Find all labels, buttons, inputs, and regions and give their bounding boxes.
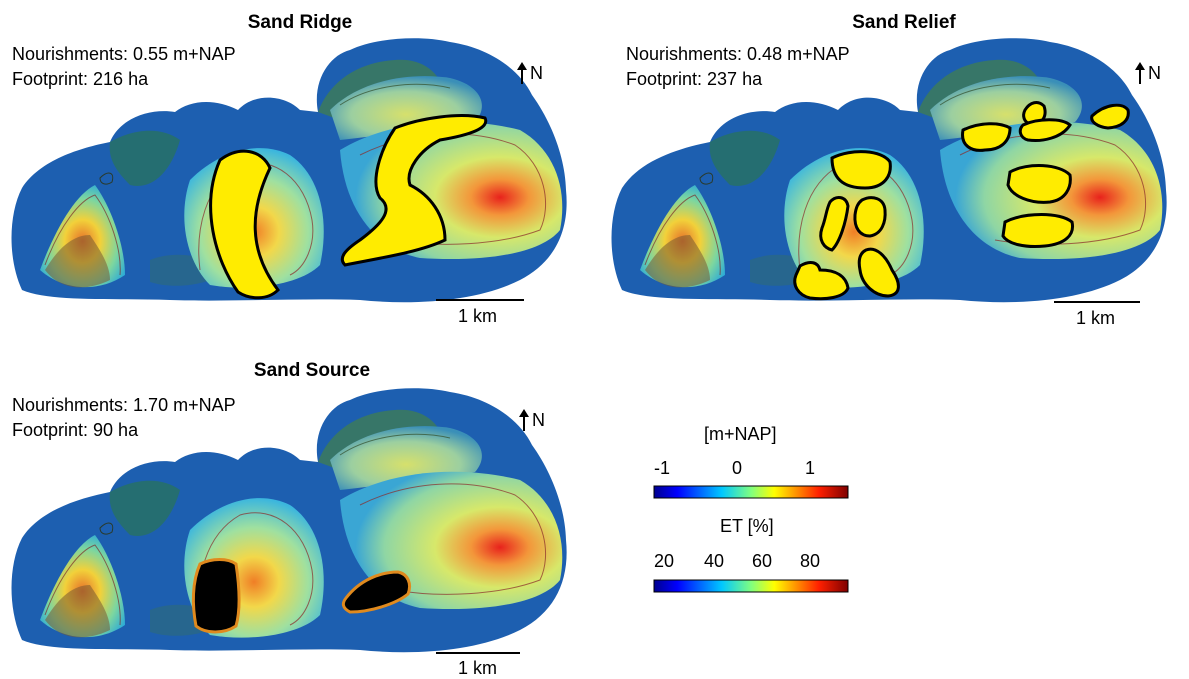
panel-sand-ridge: Sand Ridge Nourishments: 0.55 m+NAP Foot… xyxy=(0,0,590,335)
nourishment-info: Nourishments: 0.55 m+NAP Footprint: 216 … xyxy=(12,42,236,92)
nourishment-patch xyxy=(961,122,1012,152)
footprint-area: Footprint: 237 ha xyxy=(626,69,763,89)
footprint-area: Footprint: 90 ha xyxy=(12,420,139,440)
north-label: N xyxy=(1148,63,1161,83)
scale-label: 1 km xyxy=(458,658,498,678)
et-colorbar xyxy=(653,579,849,593)
elevation-colorbar xyxy=(653,485,849,499)
scale-label: 1 km xyxy=(1076,308,1116,328)
footprint-area: Footprint: 216 ha xyxy=(12,69,149,89)
nourishment-source-east xyxy=(341,570,412,614)
et-tick: 20 xyxy=(654,551,675,571)
elevation-colorbar-title: [m+NAP] xyxy=(704,424,777,444)
north-arrow-icon xyxy=(519,409,529,431)
nourishment-patch xyxy=(1090,103,1130,130)
panel-title: Sand Source xyxy=(253,360,371,381)
panel-sand-relief: Sand Relief Nourishments: 0.48 m+NAP Foo… xyxy=(611,0,1189,335)
north-arrow-icon xyxy=(1135,62,1145,84)
panel-title: Sand Relief xyxy=(852,12,956,33)
nourishment-ridge-east xyxy=(340,114,488,267)
nourishment-info: Nourishments: 1.70 m+NAP Footprint: 90 h… xyxy=(12,393,236,443)
north-arrow-icon xyxy=(517,62,527,84)
nourishment-patch xyxy=(1001,213,1075,248)
north-label: N xyxy=(530,63,543,83)
nourishment-patch xyxy=(819,196,850,252)
north-label: N xyxy=(532,410,545,430)
scale-bar xyxy=(1054,301,1140,303)
panel-sand-source: Sand Source Nourishments: 1.70 m+NAP Foo… xyxy=(0,345,590,678)
scale-bar xyxy=(436,299,524,301)
nourishment-patch xyxy=(1006,164,1072,204)
scale-bar xyxy=(436,652,520,654)
panel-title: Sand Ridge xyxy=(247,12,353,33)
elevation-tick: -1 xyxy=(654,458,671,478)
nourishment-ridge-west xyxy=(209,149,280,300)
island-map xyxy=(611,37,1168,303)
nourishment-level: Nourishments: 0.55 m+NAP xyxy=(12,44,236,64)
nourishment-patch xyxy=(857,247,900,298)
nourishment-patch xyxy=(830,150,892,190)
nourishment-patch xyxy=(793,261,850,301)
nourishment-patch xyxy=(1018,118,1072,142)
island-map xyxy=(11,387,568,653)
et-tick: 40 xyxy=(704,551,725,571)
et-tick: 80 xyxy=(800,551,821,571)
elevation-tick: 1 xyxy=(805,458,816,478)
scale-label: 1 km xyxy=(458,306,498,326)
nourishment-info: Nourishments: 0.48 m+NAP Footprint: 237 … xyxy=(626,42,850,92)
island-map xyxy=(11,37,568,303)
colorbar-legend: [m+NAP] -1 0 1 ET [%] 20 40 60 80 xyxy=(640,410,870,610)
nourishment-level: Nourishments: 0.48 m+NAP xyxy=(626,44,850,64)
elevation-tick: 0 xyxy=(732,458,743,478)
et-colorbar-title: ET [%] xyxy=(720,516,774,536)
et-tick: 60 xyxy=(752,551,773,571)
nourishment-level: Nourishments: 1.70 m+NAP xyxy=(12,395,236,415)
nourishment-patch xyxy=(853,196,887,238)
nourishment-source-west xyxy=(191,558,241,634)
